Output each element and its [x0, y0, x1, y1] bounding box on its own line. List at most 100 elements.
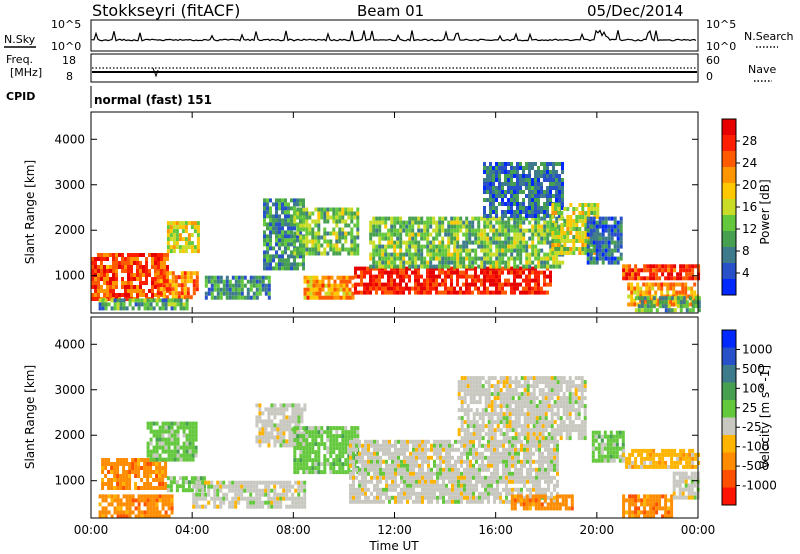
data-cell	[406, 447, 409, 452]
data-cell	[414, 240, 418, 245]
data-cell	[420, 220, 424, 225]
data-cell	[619, 220, 623, 225]
data-cell	[575, 235, 579, 239]
data-cell	[158, 425, 162, 430]
data-cell	[456, 216, 460, 221]
data-cell	[142, 265, 145, 269]
data-cell	[305, 251, 309, 256]
data-cell	[543, 190, 546, 194]
data-cell	[385, 467, 388, 472]
data-cell	[412, 491, 415, 496]
data-cell	[181, 476, 185, 481]
data-cell	[474, 278, 477, 283]
data-cell	[320, 442, 324, 447]
data-cell	[204, 480, 208, 485]
data-cell	[170, 302, 174, 307]
data-cell	[167, 433, 171, 438]
data-cell	[234, 500, 238, 505]
data-cell	[297, 504, 301, 509]
data-cell	[489, 198, 492, 202]
data-cell	[373, 459, 376, 464]
data-cell	[282, 423, 286, 428]
data-cell	[113, 462, 117, 466]
data-cell	[196, 233, 200, 238]
data-cell	[125, 498, 129, 503]
data-cell	[137, 458, 141, 462]
data-cell	[560, 247, 564, 251]
data-cell	[188, 441, 192, 446]
data-cell	[528, 186, 531, 190]
data-cell	[376, 443, 379, 448]
data-cell	[444, 216, 448, 221]
data-cell	[417, 290, 420, 295]
data-cell	[361, 475, 364, 480]
data-cell	[412, 459, 415, 464]
data-cell	[300, 419, 304, 424]
data-cell	[430, 447, 433, 452]
data-cell	[356, 247, 360, 252]
data-cell	[435, 232, 439, 237]
data-cell	[106, 265, 109, 269]
data-cell	[528, 228, 532, 233]
data-cell	[498, 166, 501, 170]
data-cell	[335, 434, 339, 439]
data-cell	[364, 483, 367, 488]
data-cell	[170, 429, 174, 434]
data-cell	[113, 302, 117, 307]
data-cell	[276, 480, 280, 485]
data-cell	[353, 434, 357, 439]
data-cell	[369, 270, 372, 275]
data-cell	[403, 495, 406, 500]
data-cell	[266, 238, 269, 243]
data-cell	[234, 295, 238, 300]
data-cell	[300, 500, 304, 505]
data-cell	[352, 479, 355, 484]
data-cell	[460, 491, 463, 496]
data-cell	[538, 463, 541, 468]
data-cell	[154, 257, 157, 261]
data-cell	[486, 232, 490, 237]
data-cell	[198, 504, 202, 509]
y-tick-label: 1000	[54, 269, 85, 283]
data-cell	[445, 451, 448, 456]
data-cell	[296, 438, 300, 443]
data-cell	[196, 229, 200, 234]
data-cell	[237, 275, 241, 280]
data-cell	[468, 240, 472, 245]
data-cell	[584, 247, 588, 251]
data-cell	[364, 499, 367, 504]
data-cell	[352, 463, 355, 468]
data-cell	[511, 475, 514, 480]
data-cell	[406, 499, 409, 504]
data-cell	[381, 282, 384, 287]
data-cell	[136, 253, 139, 257]
data-cell	[496, 487, 499, 492]
nsky-frame	[90, 19, 699, 52]
data-cell	[267, 496, 271, 501]
data-cell	[477, 286, 480, 291]
data-cell	[299, 262, 302, 267]
data-cell	[421, 475, 424, 480]
data-cell	[402, 256, 406, 261]
data-cell	[394, 479, 397, 484]
data-cell	[525, 166, 528, 170]
data-cell	[486, 286, 489, 291]
data-cell	[118, 261, 121, 265]
data-cell	[94, 269, 97, 273]
data-cell	[279, 500, 283, 505]
data-cell	[408, 264, 412, 269]
data-cell	[513, 248, 517, 253]
data-cell	[335, 231, 339, 236]
data-cell	[113, 478, 117, 482]
data-cell	[204, 492, 208, 497]
freq-label: Freq.	[6, 53, 33, 66]
data-cell	[493, 459, 496, 464]
data-cell	[436, 475, 439, 480]
data-cell	[578, 215, 582, 219]
data-cell	[350, 219, 354, 224]
data-cell	[156, 287, 160, 292]
data-cell	[532, 443, 535, 448]
data-cell	[151, 261, 154, 265]
data-cell	[496, 459, 499, 464]
data-cell	[522, 178, 525, 182]
